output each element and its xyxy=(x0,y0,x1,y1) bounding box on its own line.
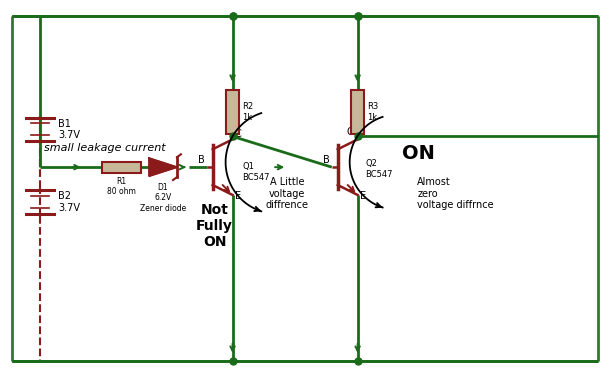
Text: A Little
voltage
diffrence: A Little voltage diffrence xyxy=(266,177,308,210)
Bar xyxy=(351,90,364,135)
Text: C: C xyxy=(234,129,241,139)
Text: B2
3.7V: B2 3.7V xyxy=(58,191,80,213)
Text: R2
1k: R2 1k xyxy=(242,103,253,122)
Text: B1
3.7V: B1 3.7V xyxy=(58,119,80,140)
Text: Not
Fully
ON: Not Fully ON xyxy=(196,203,233,249)
Text: R3
1k: R3 1k xyxy=(367,103,378,122)
Text: Almost
zero
voltage diffrnce: Almost zero voltage diffrnce xyxy=(417,177,494,210)
Text: Q2
BC547: Q2 BC547 xyxy=(365,159,393,179)
Polygon shape xyxy=(149,158,177,176)
Text: E: E xyxy=(360,191,366,201)
Text: ON: ON xyxy=(402,144,435,163)
Text: Q1
BC547: Q1 BC547 xyxy=(242,162,270,182)
Text: small leakage current: small leakage current xyxy=(44,143,166,153)
Bar xyxy=(226,90,239,135)
Text: C: C xyxy=(347,127,354,137)
Text: E: E xyxy=(234,191,241,201)
Text: B: B xyxy=(198,155,205,165)
Bar xyxy=(102,162,141,173)
Text: D1
6.2V
Zener diode: D1 6.2V Zener diode xyxy=(140,183,186,213)
Text: R1
80 ohm: R1 80 ohm xyxy=(107,177,136,196)
Text: B: B xyxy=(323,155,330,165)
